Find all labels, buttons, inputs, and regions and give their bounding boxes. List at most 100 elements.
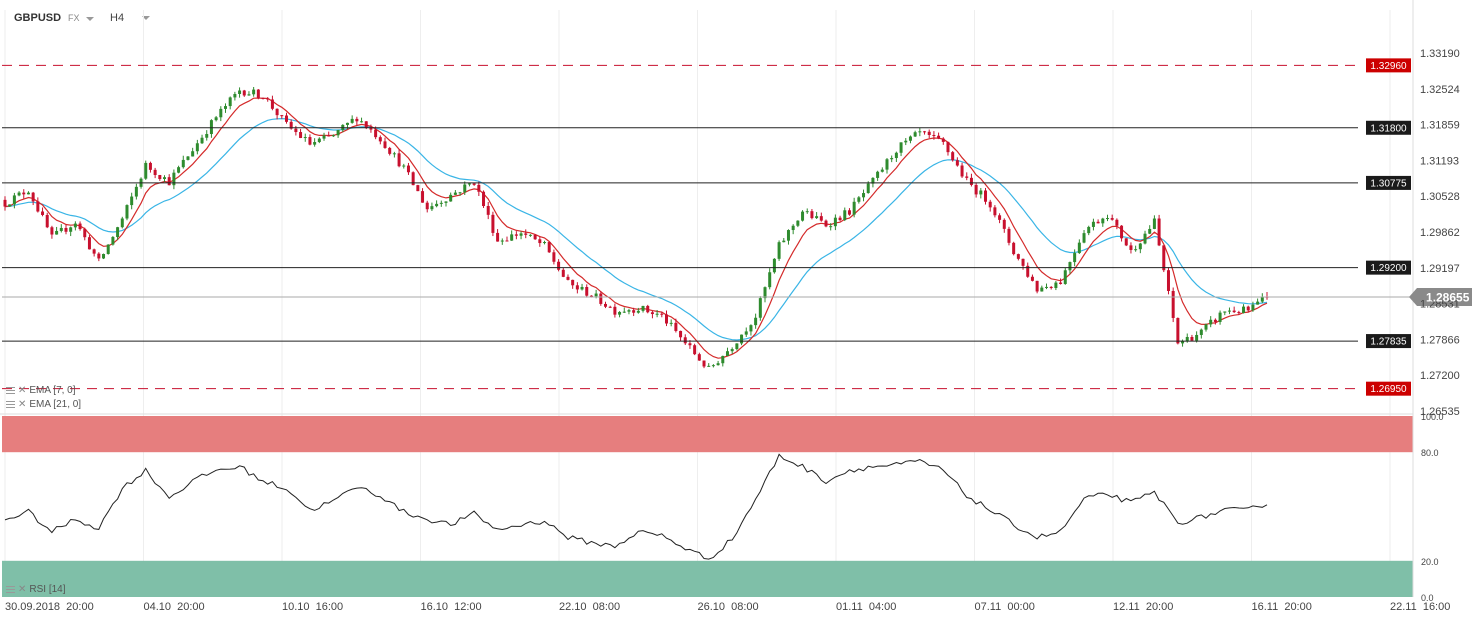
symbol-selector[interactable]: GBPUSD (14, 12, 62, 24)
candle-body (683, 337, 687, 344)
candle-body (252, 89, 256, 95)
candle-body (866, 183, 870, 194)
candle-body (120, 218, 124, 228)
candle-body (862, 193, 866, 198)
candle-body (1110, 218, 1114, 220)
candle-body (369, 127, 373, 130)
candle-body (1007, 228, 1011, 243)
candle-body (284, 115, 288, 122)
candle-body (247, 94, 251, 96)
candle-body (871, 177, 875, 184)
candle-body (12, 195, 16, 205)
candle-body (969, 177, 973, 185)
candle-body (533, 234, 537, 240)
ema-fast-legend: ✕ EMA [7, 0] (6, 385, 76, 396)
price-axis-tick: 1.33190 (1420, 48, 1460, 60)
candle-body (397, 153, 401, 167)
time-axis-tick: 16.10 12:00 (421, 601, 482, 613)
current-price-label: 1.28655 (1426, 290, 1470, 304)
candle-body (158, 175, 162, 180)
candle-body (833, 217, 837, 227)
candle-body (303, 137, 307, 139)
candle-body (17, 192, 21, 196)
candle-body (815, 216, 819, 219)
candle-body (1030, 276, 1034, 281)
price-axis-tick: 1.26535 (1420, 406, 1460, 418)
candle-body (1199, 329, 1203, 335)
candle-body (191, 151, 195, 157)
price-level-label: 1.30775 (1370, 178, 1407, 189)
candle-body (965, 176, 969, 178)
candle-body (360, 121, 364, 123)
candle-body (763, 287, 767, 299)
timeframe-selector[interactable]: H4 (110, 12, 151, 28)
candle-body (1021, 258, 1025, 266)
candle-body (847, 210, 851, 215)
candle-body (810, 211, 814, 219)
candle-body (650, 312, 654, 315)
time-axis-tick: 04.10 20:00 (144, 601, 205, 613)
candle-body (41, 211, 45, 215)
candle-body (491, 214, 495, 233)
candle-body (477, 184, 481, 192)
close-icon[interactable]: ✕ (18, 385, 27, 396)
candle-body (1256, 301, 1260, 305)
candle-body (984, 190, 988, 202)
ema-fast-line (4, 97, 1268, 359)
rsi-legend: ✕ RSI [14] (6, 584, 66, 595)
candle-body (923, 131, 927, 133)
candle-body (664, 314, 668, 324)
candle-body (266, 98, 270, 100)
candle-body (214, 117, 218, 121)
candle-body (435, 203, 439, 207)
candle-body (646, 305, 650, 313)
candle-body (1012, 242, 1016, 255)
settings-icon[interactable] (6, 401, 15, 408)
candle-body (575, 285, 579, 290)
candle-body (1152, 218, 1156, 229)
close-icon[interactable]: ✕ (18, 399, 27, 410)
close-icon[interactable]: ✕ (18, 584, 27, 595)
candle-body (317, 138, 321, 143)
candle-body (1045, 286, 1049, 288)
candle-body (331, 135, 335, 137)
time-axis-tick: 12.11 20:00 (1113, 601, 1173, 613)
candle-body (177, 167, 181, 173)
candle-body (749, 325, 753, 332)
candle-body (219, 108, 223, 118)
candle-body (838, 217, 842, 221)
candle-body (693, 345, 697, 355)
candle-body (59, 227, 63, 231)
candle-body (238, 90, 242, 94)
candle-body (299, 132, 303, 138)
candle-body (599, 293, 603, 304)
candle-body (852, 201, 856, 215)
candle-body (78, 223, 82, 230)
candle-body (3, 199, 7, 207)
ema-fast-label: EMA [7, 0] (29, 385, 76, 396)
candle-body (918, 131, 922, 133)
market-selector[interactable]: FX (68, 13, 94, 29)
candle-body (364, 121, 368, 128)
price-level-tag (1366, 381, 1411, 396)
candle-body (1026, 265, 1030, 277)
candle-body (791, 225, 795, 231)
candle-body (1105, 218, 1109, 220)
candle-body (275, 108, 279, 116)
candle-body (768, 272, 772, 288)
candle-body (163, 177, 167, 180)
chevron-down-icon (85, 16, 94, 21)
candle-body (289, 121, 293, 129)
price-axis-tick: 1.29197 (1420, 263, 1460, 275)
settings-icon[interactable] (6, 387, 15, 394)
candle-body (181, 159, 185, 168)
time-axis-tick: 16.11 20:00 (1252, 601, 1312, 613)
candle-body (955, 160, 959, 166)
candle-body (618, 311, 622, 315)
candle-body (1181, 341, 1185, 344)
candle-body (22, 192, 26, 195)
candle-body (505, 240, 509, 242)
settings-icon[interactable] (6, 586, 15, 593)
candle-body (552, 252, 556, 262)
